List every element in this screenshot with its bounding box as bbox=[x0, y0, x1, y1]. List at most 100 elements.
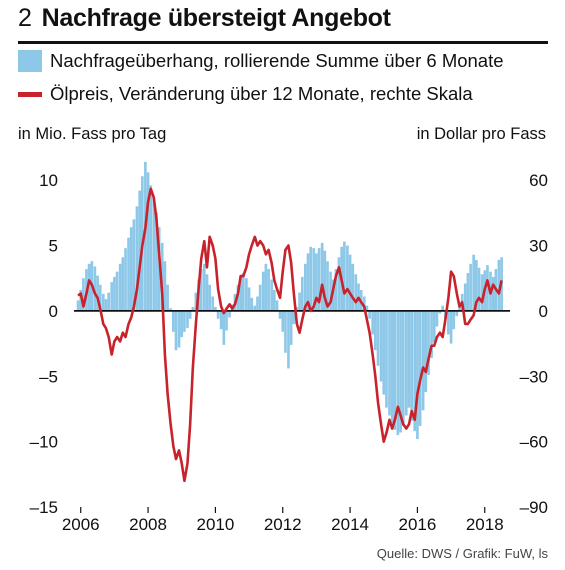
bar bbox=[343, 241, 346, 311]
bar bbox=[404, 310, 408, 416]
bar bbox=[177, 310, 181, 348]
bar bbox=[466, 272, 470, 311]
x-tick-label: 2014 bbox=[331, 515, 369, 534]
bar bbox=[183, 310, 186, 332]
bar bbox=[186, 310, 189, 328]
bar bbox=[149, 185, 153, 311]
bar bbox=[180, 310, 184, 338]
bar bbox=[477, 267, 481, 311]
bar bbox=[163, 261, 167, 311]
bar bbox=[323, 250, 327, 311]
bar bbox=[211, 296, 215, 311]
left-tick-label: –10 bbox=[30, 433, 58, 452]
bar bbox=[127, 237, 130, 311]
legend-swatch-line bbox=[18, 91, 42, 97]
bar bbox=[472, 254, 475, 311]
bar bbox=[264, 263, 268, 311]
legend-label-bars: Nachfrageüberhang, rollierende Summe übe… bbox=[50, 50, 504, 71]
bar bbox=[104, 299, 108, 311]
legend-swatch-bars bbox=[18, 50, 42, 72]
chart-title: 2 Nachfrage übersteigt Angebot bbox=[18, 4, 391, 33]
bar bbox=[418, 310, 422, 426]
bar bbox=[413, 310, 417, 432]
bar bbox=[205, 274, 209, 311]
bar bbox=[216, 310, 220, 319]
left-tick-label: 0 bbox=[49, 302, 58, 321]
bar bbox=[385, 310, 388, 408]
bar bbox=[346, 245, 349, 311]
bar bbox=[449, 310, 453, 344]
bar bbox=[396, 310, 400, 436]
bar bbox=[214, 306, 217, 311]
bar bbox=[309, 246, 313, 311]
x-tick-label: 2010 bbox=[196, 515, 234, 534]
bar bbox=[334, 269, 338, 311]
bar bbox=[225, 310, 228, 331]
bar bbox=[281, 310, 285, 332]
bar bbox=[475, 259, 478, 311]
bar bbox=[351, 263, 355, 311]
left-tick-label: 5 bbox=[49, 237, 58, 256]
bar bbox=[138, 190, 141, 311]
bar bbox=[194, 292, 198, 311]
bar bbox=[96, 275, 99, 311]
bar bbox=[371, 310, 374, 335]
bar bbox=[390, 310, 394, 424]
bar bbox=[421, 310, 425, 411]
bar bbox=[124, 248, 127, 311]
bar bbox=[110, 282, 114, 311]
bar bbox=[270, 279, 273, 311]
bar bbox=[401, 310, 405, 426]
bar bbox=[258, 284, 262, 311]
bar bbox=[455, 310, 459, 317]
bar bbox=[275, 300, 279, 311]
bar bbox=[208, 284, 212, 311]
bar bbox=[303, 263, 307, 311]
x-tick-label: 2016 bbox=[398, 515, 436, 534]
bar bbox=[284, 310, 287, 353]
bar bbox=[132, 219, 136, 311]
bar bbox=[222, 310, 226, 345]
bar bbox=[82, 278, 85, 311]
bar bbox=[287, 310, 290, 369]
bar bbox=[188, 310, 192, 319]
bar bbox=[427, 310, 430, 375]
bar bbox=[87, 263, 91, 311]
bar bbox=[295, 306, 299, 311]
chart-title-text: Nachfrage übersteigt Angebot bbox=[41, 4, 391, 32]
right-tick-label: 60 bbox=[529, 171, 548, 190]
bar bbox=[306, 253, 310, 311]
right-tick-label: 0 bbox=[539, 302, 548, 321]
bar bbox=[354, 274, 358, 311]
bar bbox=[486, 265, 489, 311]
bar bbox=[447, 310, 450, 335]
bar bbox=[239, 276, 242, 311]
bar bbox=[292, 310, 296, 324]
bar bbox=[169, 308, 172, 311]
bar bbox=[312, 248, 316, 311]
bar bbox=[199, 269, 203, 311]
bar bbox=[289, 310, 293, 345]
bar bbox=[382, 310, 386, 395]
bar bbox=[407, 310, 411, 408]
bar bbox=[118, 263, 122, 311]
bar bbox=[348, 254, 352, 311]
bar bbox=[430, 310, 433, 358]
chart-number: 2 bbox=[18, 4, 32, 32]
right-tick-label: 30 bbox=[529, 237, 548, 256]
left-axis-unit: in Mio. Fass pro Tag bbox=[18, 125, 167, 143]
source-credit: Quelle: DWS / Grafik: FuW, ls bbox=[376, 546, 548, 561]
bar bbox=[326, 261, 329, 311]
bar bbox=[98, 284, 102, 311]
bar bbox=[267, 269, 270, 311]
bar bbox=[298, 292, 301, 311]
bar bbox=[101, 293, 105, 311]
bar bbox=[171, 310, 175, 332]
bar bbox=[315, 253, 318, 311]
bar bbox=[320, 242, 324, 311]
bar bbox=[452, 310, 456, 330]
bar bbox=[416, 310, 419, 440]
bar bbox=[362, 296, 366, 311]
legend-item-line: Ölpreis, Veränderung über 12 Monate, rec… bbox=[18, 83, 473, 105]
bar bbox=[129, 227, 133, 311]
